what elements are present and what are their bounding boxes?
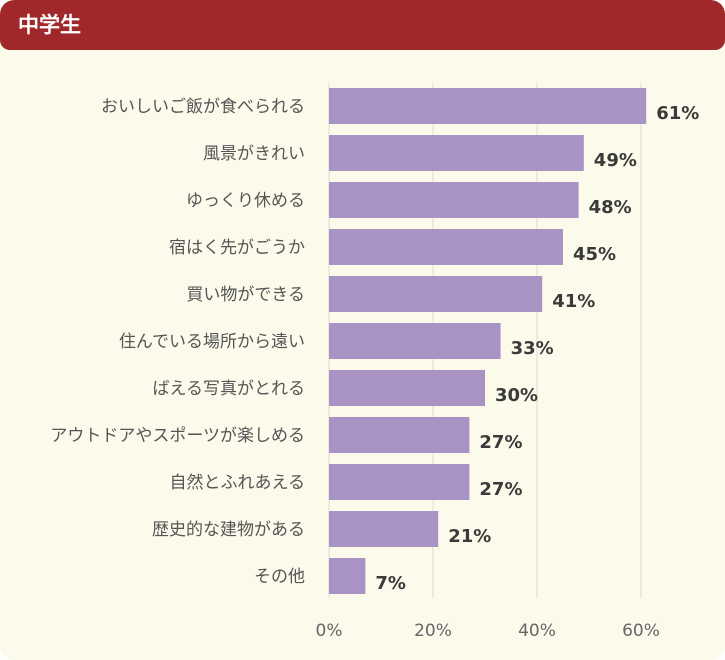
x-tick-label: 20% xyxy=(414,621,452,641)
bar xyxy=(329,370,485,406)
category-label: アウトドアやスポーツが楽しめる xyxy=(50,426,305,446)
category-label: ばえる写真がとれる xyxy=(153,379,306,399)
value-label: 7% xyxy=(375,573,406,594)
value-label: 49% xyxy=(594,150,637,171)
category-label: ゆっくり休める xyxy=(186,191,305,211)
header-bar: 中学生 xyxy=(0,0,725,50)
category-label: 自然とふれあえる xyxy=(170,473,306,493)
bar xyxy=(329,558,366,594)
bar xyxy=(329,511,439,547)
value-label: 41% xyxy=(552,291,595,312)
category-label: 風景がきれい xyxy=(203,144,305,164)
category-label: 歴史的な建物がある xyxy=(152,520,305,540)
bar xyxy=(329,135,584,171)
value-label: 61% xyxy=(656,103,699,124)
category-label: 住んでいる場所から遠い xyxy=(119,332,305,352)
value-label: 27% xyxy=(479,479,522,500)
x-tick-label: 40% xyxy=(518,621,556,641)
bar xyxy=(329,464,470,500)
category-label: 宿はく先がごうか xyxy=(169,238,305,258)
x-tick-label: 0% xyxy=(316,621,343,641)
x-tick-label: 60% xyxy=(622,621,660,641)
bar xyxy=(329,88,647,124)
bar xyxy=(329,276,543,312)
value-label: 30% xyxy=(495,385,538,406)
value-label: 48% xyxy=(589,197,632,218)
category-label: 買い物ができる xyxy=(186,285,305,305)
chart-title: 中学生 xyxy=(18,13,81,37)
category-label: その他 xyxy=(254,567,305,587)
value-label: 21% xyxy=(448,526,491,547)
value-label: 45% xyxy=(573,244,616,265)
value-label: 27% xyxy=(479,432,522,453)
category-label: おいしいご飯が食べられる xyxy=(101,97,305,117)
bar xyxy=(329,182,579,218)
bar xyxy=(329,417,470,453)
value-label: 33% xyxy=(511,338,554,359)
bar xyxy=(329,323,501,359)
bar xyxy=(329,229,563,265)
